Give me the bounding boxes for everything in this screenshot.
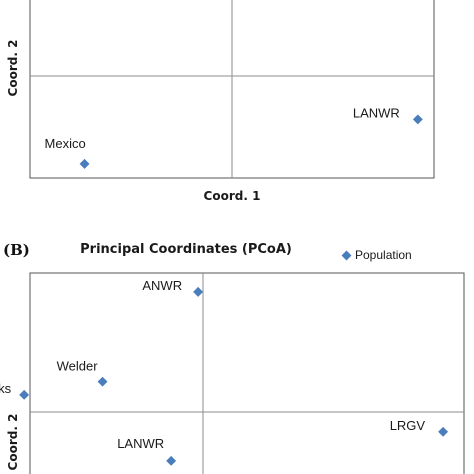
panel-b-legend: Population (341, 248, 412, 262)
legend-label: Population (355, 248, 412, 262)
panel-b-chart-title: Principal Coordinates (PCoA) (80, 242, 292, 257)
data-point-label-brooks: Brooks (0, 381, 12, 396)
panel-b-scatter-chart: (B) Principal Coordinates (PCoA) Populat… (0, 241, 465, 474)
data-point-label-lrgv: LRGV (390, 418, 426, 433)
data-point-marker-mexico (79, 158, 90, 169)
data-point-marker-welder (97, 376, 108, 387)
data-point-label-anwr: ANWR (142, 278, 182, 293)
data-point-marker-anwr (193, 286, 204, 297)
data-point-label-welder: Welder (57, 359, 99, 374)
panel-b-data-points: ANWR Welder Brooks LRGV LANWR (0, 278, 449, 466)
data-point-marker-brooks (19, 389, 30, 400)
data-point-marker-lrgv (438, 426, 449, 437)
panel-a-x-axis-title: Coord. 1 (204, 189, 261, 203)
data-point-label-lanwr: LANWR (353, 105, 400, 120)
data-point-marker-lanwr (166, 455, 177, 466)
panel-a-scatter-chart: Coord. 1 Coord. 2 Mexico LANWR (6, 0, 435, 203)
panel-b-y-axis-title: Coord. 2 (6, 414, 20, 471)
data-point-label-lanwr: LANWR (117, 436, 164, 451)
panel-a-y-axis-title: Coord. 2 (6, 40, 20, 97)
data-point-marker-lanwr (412, 114, 423, 125)
panel-b-plot-frame (29, 272, 465, 474)
data-point-label-mexico: Mexico (45, 136, 86, 151)
panel-a-data-points: Mexico LANWR (45, 105, 423, 169)
legend-marker-icon (341, 250, 352, 261)
panel-b-label: (B) (3, 241, 30, 259)
